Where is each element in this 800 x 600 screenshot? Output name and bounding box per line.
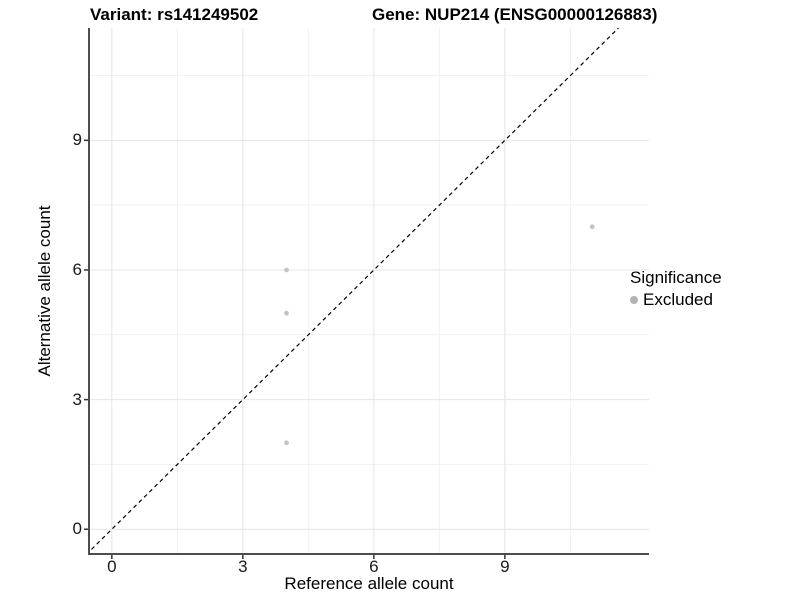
identity-line (90, 28, 620, 552)
data-point (589, 224, 595, 230)
y-tick-label: 9 (72, 130, 82, 150)
y-axis-title: Alternative allele count (35, 205, 54, 377)
y-tick-label: 0 (72, 519, 82, 539)
data-point (284, 267, 289, 273)
x-axis-title: Reference allele count (284, 574, 454, 593)
data-point (284, 440, 289, 446)
data-point (284, 310, 289, 316)
x-tick-label: 3 (238, 557, 248, 576)
y-tick-label: 3 (72, 389, 82, 409)
gene-title: Gene: NUP214 (ENSG00000126883) (372, 5, 658, 24)
y-tick-label: 6 (72, 259, 82, 279)
legend-key-dot (630, 296, 638, 304)
x-tick-label: 9 (500, 557, 510, 576)
legend-title: Significance (630, 268, 722, 287)
legend-item-label: Excluded (643, 290, 713, 309)
legend-item-excluded: Excluded (630, 290, 722, 310)
x-tick-label: 0 (107, 557, 117, 576)
legend: Significance Excluded (630, 268, 722, 310)
x-tick-label: 6 (369, 557, 379, 576)
variant-title: Variant: rs141249502 (90, 5, 259, 24)
